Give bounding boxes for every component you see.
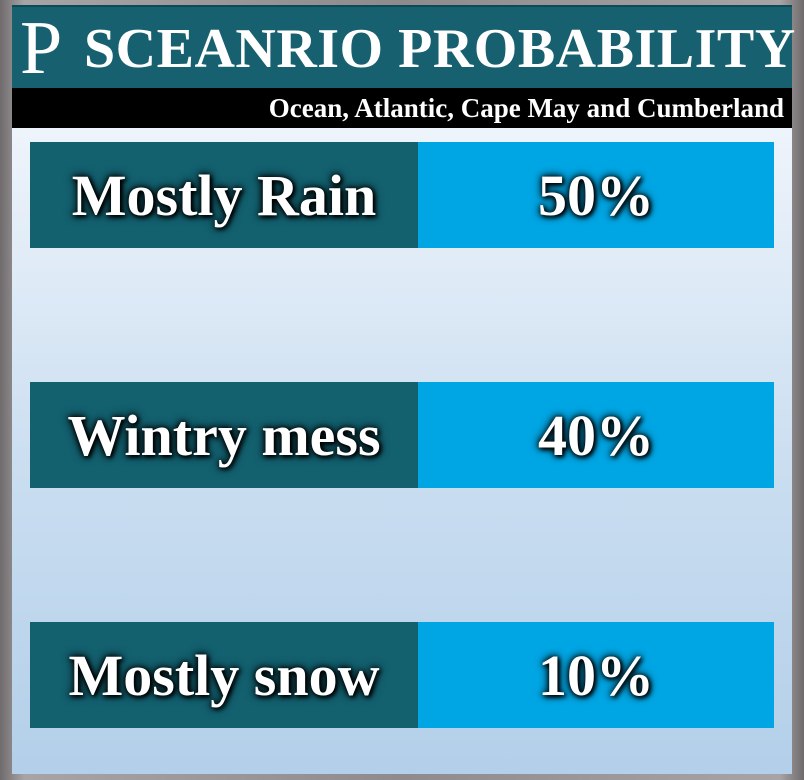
probability-cell: 50% (418, 142, 774, 248)
subtitle-bar: Ocean, Atlantic, Cape May and Cumberland (12, 88, 792, 128)
scenario-label: Mostly snow (68, 642, 380, 708)
scenario-label: Mostly Rain (71, 162, 377, 228)
subtitle: Ocean, Atlantic, Cape May and Cumberland (268, 93, 784, 123)
title: SCEANRIO PROBABILITY (84, 18, 796, 80)
probability-cell: 40% (418, 382, 774, 488)
scenario-label-cell: Mostly Rain (30, 142, 418, 248)
probability-value: 50% (538, 162, 654, 228)
scenario-label-cell: Mostly snow (30, 622, 418, 728)
scenario-label: Wintry mess (67, 402, 381, 468)
scenario-label-cell: Wintry mess (30, 382, 418, 488)
logo: P (20, 6, 63, 90)
probability-cell: 10% (418, 622, 774, 728)
scenario-row: Mostly Rain 50% (30, 142, 774, 248)
scenario-row: Mostly snow 10% (30, 622, 774, 728)
probability-value: 40% (538, 402, 654, 468)
probability-value: 10% (538, 642, 654, 708)
scenario-row: Wintry mess 40% (30, 382, 774, 488)
header-bar: P SCEANRIO PROBABILITY (12, 5, 795, 90)
